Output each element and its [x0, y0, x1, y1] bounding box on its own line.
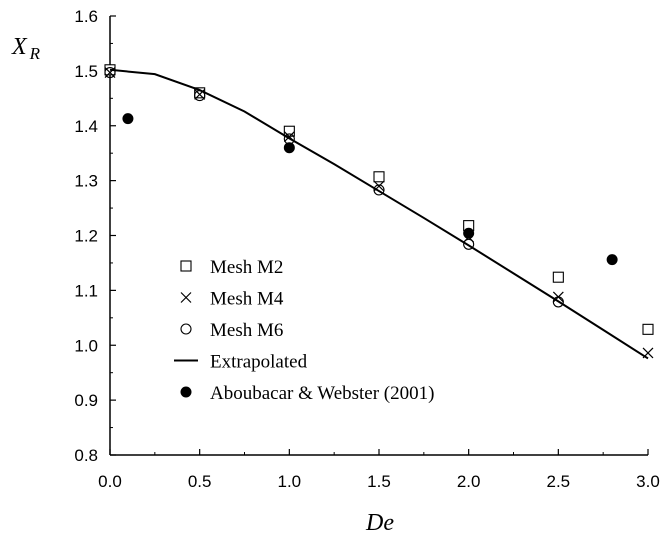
y-axis-label-main: X	[11, 34, 28, 60]
series-line	[109, 68, 649, 360]
y-tick-label: 1.1	[74, 281, 98, 300]
data-point	[642, 323, 654, 335]
legend-label: Mesh M2	[210, 257, 283, 278]
legend-entry: Aboubacar & Webster (2001)	[180, 383, 434, 404]
legend-marker	[180, 292, 192, 303]
legend-entry: Mesh M6	[180, 320, 283, 341]
data-point	[104, 66, 116, 79]
x-tick-label: 0.5	[188, 472, 212, 491]
legend-marker	[180, 260, 192, 272]
y-tick-label: 1.6	[74, 7, 98, 26]
y-tick-label: 1.2	[74, 227, 98, 246]
extrapolated-line	[109, 68, 649, 360]
ticks: 0.8 0.9 1.0 1.1 1.2 1.3 1.4 1.5 1.6 0.0 0.5 1.0 1.5 2…	[74, 7, 659, 491]
legend-label: Aboubacar & Webster (2001)	[210, 383, 434, 404]
y-tick-label: 0.9	[74, 391, 98, 410]
data-point	[122, 113, 134, 125]
data-point	[606, 254, 618, 266]
legend: Mesh M2 Mesh M4 Mesh M6 Extrapolated Aboubac…	[174, 257, 434, 404]
y-tick-label: 1.3	[74, 172, 98, 191]
legend-label: Mesh M6	[210, 320, 283, 341]
x-tick-label: 1.0	[278, 472, 302, 491]
data-point	[463, 238, 475, 250]
y-tick-label: 1.5	[74, 62, 98, 81]
series-x	[104, 67, 654, 359]
legend-marker	[180, 386, 192, 398]
y-tick-label: 1.4	[74, 117, 98, 136]
data-point	[552, 271, 564, 283]
series-square	[104, 64, 654, 335]
legend-marker	[180, 323, 192, 335]
data-point	[373, 171, 385, 183]
y-tick-label: 1.0	[74, 336, 98, 355]
x-axis-label: De	[365, 510, 394, 536]
series-circle-filled	[122, 113, 618, 266]
legend-entry: Mesh M4	[180, 289, 284, 310]
x-tick-label: 1.5	[367, 472, 391, 491]
x-tick-label: 2.5	[547, 472, 571, 491]
series-layer	[104, 64, 654, 360]
x-tick-label: 3.0	[636, 472, 660, 491]
data-point	[373, 184, 385, 196]
x-tick-label: 0.0	[98, 472, 122, 491]
legend-label: Mesh M4	[210, 289, 284, 310]
legend-entry: Mesh M2	[180, 257, 283, 278]
x-tick-label: 2.0	[457, 472, 481, 491]
data-point	[463, 227, 475, 239]
legend-entry: Extrapolated	[174, 352, 308, 373]
data-point	[552, 296, 564, 308]
y-tick-label: 0.8	[74, 446, 98, 465]
data-point	[283, 142, 295, 154]
y-axis-label-subscript: R	[29, 44, 41, 63]
legend-label: Extrapolated	[210, 352, 308, 373]
series-circle-open	[104, 66, 564, 308]
